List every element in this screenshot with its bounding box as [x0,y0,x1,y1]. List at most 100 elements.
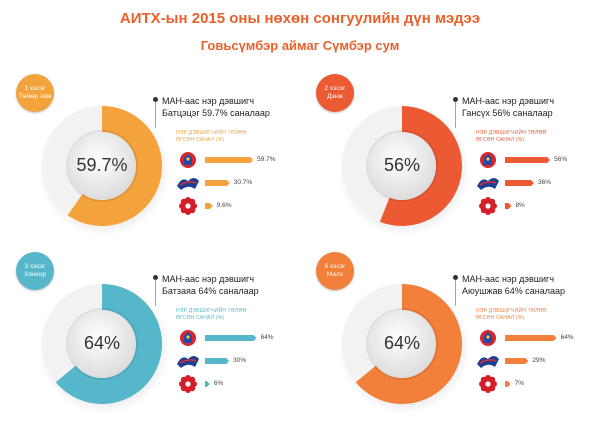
an-emblem-horse [477,178,499,190]
winner-name-line: Батцэцэг 59.7% саналаар [162,108,270,119]
district-name: Малх [326,271,344,278]
vote-bar-man [205,335,257,341]
district-badge: 6 хэсэг Малх [316,252,354,290]
district-name: Төмөр зам [18,93,52,100]
party-emblem-man-icon [480,330,496,346]
vote-bar-an [205,180,230,186]
mahn-emblem-center [185,203,191,209]
an-emblem-stripe [479,359,497,364]
party-emblem-man-icon [480,152,496,168]
an-emblem-horse [177,356,199,368]
heading-line [155,102,156,128]
vote-bar-value-label: 64% [260,334,274,341]
vote-bar-value-label: 30% [233,357,247,364]
party-emblem-mahn-icon [479,375,497,393]
party-emblem-an-icon [177,356,199,368]
party-emblem-man-icon [180,330,196,346]
party-emblem-an-icon [177,178,199,190]
votes-caption: НЭР ДЭВШИГЧИЙН ТӨЛӨӨ ӨГСӨН САНАЛ (%) [476,130,547,143]
heading-line [455,280,456,306]
district-chart [338,282,557,414]
district-panel-1: 59.7% 30.7% 9.6% 1 хэсэг Төмөр зам МАН-аас нэ… [0,62,300,242]
heading-line [455,102,456,128]
donut-share-arc [379,106,462,226]
donut-center [68,132,136,200]
district-name: Дэнж [327,93,343,100]
vote-bar-mahn [205,381,210,387]
district-chart [338,104,551,236]
district-chart [38,282,257,414]
vote-bar-value-label: 36% [538,179,552,186]
an-emblem-horse [477,356,499,368]
vote-bar-value-label: 56% [554,156,568,163]
winner-party-line: МАН-аас нэр дэвшигч [162,96,255,106]
party-emblem-an-icon [477,356,499,368]
page-title: АИТХ-ын 2015 оны нөхөн сонгуулийн дүн мэ… [119,10,481,27]
heading-line [155,280,156,306]
vote-bar-value-label: 8% [515,202,525,209]
winner-name-line: Аюушжав 64% саналаар [462,286,566,297]
district-number: 1 хэсэг [24,84,46,92]
votes-caption-line2: ӨГСӨН САНАЛ (%) [176,314,225,321]
votes-caption-line2: ӨГСӨН САНАЛ (%) [476,314,525,321]
district-badge: 3 хэсэг Хонхор [16,252,54,290]
district-number: 2 хэсэг [324,84,346,92]
votes-caption-line1: НЭР ДЭВШИГЧИЙН ТӨЛӨӨ [476,308,547,314]
an-emblem-horse [177,178,199,190]
party-emblem-an-icon [477,178,499,190]
donut-center-label: 64% [383,333,421,353]
district-panel-6: 64% 29% 7% 6 хэсэг Малх МАН-аас нэр дэвшигч Аю… [300,240,600,420]
votes-caption: НЭР ДЭВШИГЧИЙН ТӨЛӨӨ ӨГСӨН САНАЛ (%) [476,308,547,321]
vote-bar-man [505,157,551,163]
man-emblem-sun [486,157,490,161]
votes-caption-line1: НЭР ДЭВШИГЧИЙН ТӨЛӨӨ [476,130,547,136]
winner-heading: МАН-аас нэр дэвшигч Аюушжав 64% саналаар [453,273,566,306]
heading-dot [453,275,458,280]
party-emblem-man-icon [180,152,196,168]
district-panel-2: 56% 36% 8% 2 хэсэг Дэнж МАН-аас нэр дэвшигч Га… [300,62,600,242]
district-name: Хонхор [24,271,46,278]
vote-bar-value-label: 59.7% [257,156,276,163]
vote-bar-value-label: 30.7% [233,179,253,186]
party-emblem-mahn-icon [179,197,197,215]
page-subtitle: Говьсүмбэр аймаг Сүмбэр сум [200,38,400,53]
district-panel-3: 64% 30% 6% 3 хэсэг Хонхор МАН-аас нэр дэвшигч… [0,240,300,420]
winner-party-line: МАН-аас нэр дэвшигч [462,96,555,106]
man-emblem-sun [186,157,190,161]
vote-bar-man [205,157,254,163]
man-emblem-sun [486,335,490,339]
an-emblem-stripe [179,181,197,186]
winner-heading: МАН-аас нэр дэвшигч Батзаяа 64% саналаар [153,273,259,306]
donut-center [68,310,136,378]
votes-caption: НЭР ДЭВШИГЧИЙН ТӨЛӨӨ ӨГСӨН САНАЛ (%) [176,308,247,321]
donut-share-arc [67,106,162,226]
vote-bar-an [505,180,535,186]
district-chart [38,104,254,236]
winner-party-line: МАН-аас нэр дэвшигч [162,274,255,284]
vote-bar-value-label: 9.6% [216,202,232,209]
winner-name-line: Батзаяа 64% саналаар [162,286,259,297]
donut-center-label: 59.7% [76,155,128,175]
district-number: 6 хэсэг [324,262,346,270]
mahn-emblem-center [485,381,491,387]
donut-share-arc [355,284,462,404]
an-emblem-stripe [179,359,197,364]
vote-bar-value-label: 29% [532,357,546,364]
votes-caption-line2: ӨГСӨН САНАЛ (%) [476,136,525,143]
votes-caption-line1: НЭР ДЭВШИГЧИЙН ТӨЛӨӨ [176,130,247,136]
votes-caption: НЭР ДЭВШИГЧИЙН ТӨЛӨӨ ӨГСӨН САНАЛ (%) [176,130,247,143]
votes-caption-line1: НЭР ДЭВШИГЧИЙН ТӨЛӨӨ [176,308,247,314]
party-emblem-mahn-icon [179,375,197,393]
an-emblem-stripe [479,181,497,186]
heading-dot [153,97,158,102]
donut-share-arc [55,284,162,404]
mahn-emblem-center [185,381,191,387]
vote-bar-mahn [205,203,213,209]
winner-party-line: МАН-аас нэр дэвшигч [462,274,555,284]
district-badge: 1 хэсэг Төмөр зам [16,74,54,112]
vote-bar-man [505,335,557,341]
vote-bar-mahn [505,381,511,387]
heading-dot [153,275,158,280]
donut-center-label: 64% [83,333,121,353]
man-emblem-sun [186,335,190,339]
